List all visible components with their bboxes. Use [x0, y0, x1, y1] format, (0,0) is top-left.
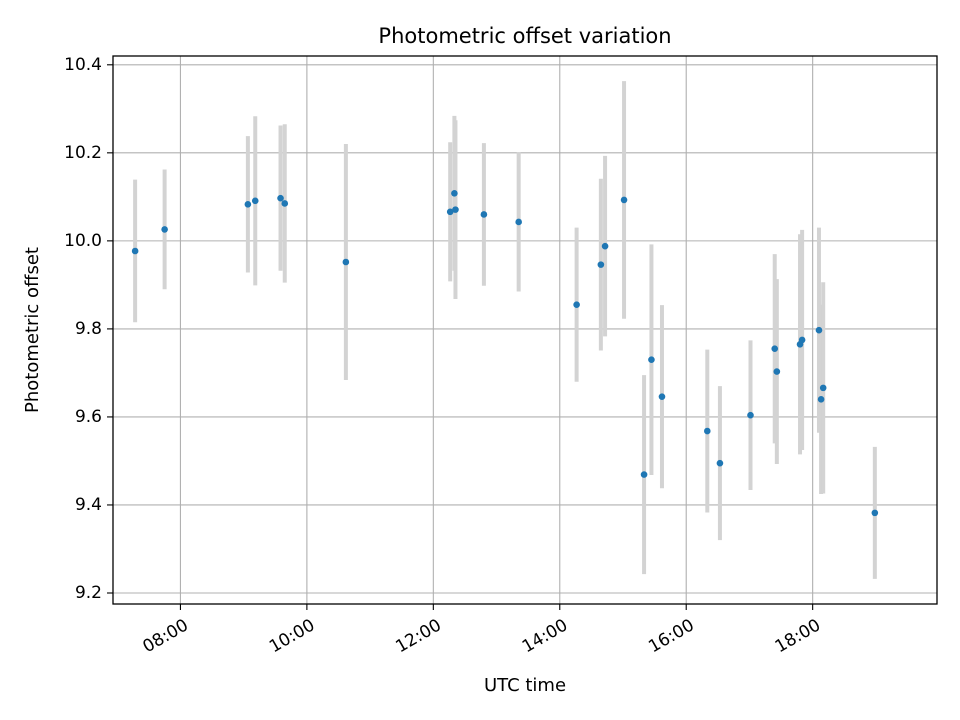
y-axis-title: Photometric offset [22, 247, 43, 413]
y-tick-label: 10.2 [64, 143, 102, 163]
data-point [515, 218, 522, 226]
y-tick-label: 10.4 [64, 55, 102, 75]
x-tick-label: 12:00 [392, 615, 444, 657]
data-point [131, 247, 139, 255]
y-tick-label: 9.2 [75, 583, 102, 603]
data-point [716, 459, 724, 467]
data-point [161, 226, 168, 233]
data-point [648, 356, 655, 364]
data-point [573, 301, 580, 308]
plot-frame [112, 55, 938, 605]
y-tick-label: 9.4 [75, 495, 102, 515]
data-point [244, 201, 252, 208]
y-tick-label: 9.8 [75, 319, 102, 339]
data-point [452, 206, 459, 213]
data-point [871, 509, 879, 517]
data-point [747, 411, 754, 419]
chart-title: Photometric offset variation [378, 24, 671, 48]
data-point [342, 258, 350, 266]
x-tick-label: 08:00 [140, 615, 192, 657]
data-points [131, 190, 879, 517]
x-tick-label: 18:00 [772, 615, 824, 657]
data-point [798, 336, 806, 344]
data-point [819, 384, 827, 392]
data-point [703, 427, 711, 435]
data-point [251, 197, 259, 205]
x-tick-label: 14:00 [519, 615, 571, 657]
data-point [640, 471, 648, 478]
y-tick-label: 9.6 [75, 407, 102, 427]
x-axis-ticks: 08:00 10:00 12:00 14:00 16:00 18:00 [140, 604, 824, 657]
data-point [451, 190, 458, 197]
data-point [277, 194, 284, 202]
x-tick-label: 10:00 [266, 615, 318, 657]
data-point [597, 261, 605, 268]
data-point [773, 368, 781, 375]
data-point [601, 242, 609, 250]
data-point [446, 208, 454, 216]
x-tick-label: 16:00 [645, 615, 697, 657]
data-point [281, 200, 289, 207]
data-point [815, 326, 823, 334]
y-tick-label: 10.0 [64, 231, 102, 251]
data-point [620, 196, 628, 204]
data-point [480, 211, 488, 218]
plot-background [113, 56, 937, 604]
data-point [658, 393, 666, 400]
data-point [771, 345, 779, 353]
y-axis-ticks: 9.2 9.4 9.6 9.8 10.0 10.2 10.4 [64, 55, 113, 603]
x-axis-title: UTC time [484, 675, 566, 696]
data-point [817, 396, 825, 403]
